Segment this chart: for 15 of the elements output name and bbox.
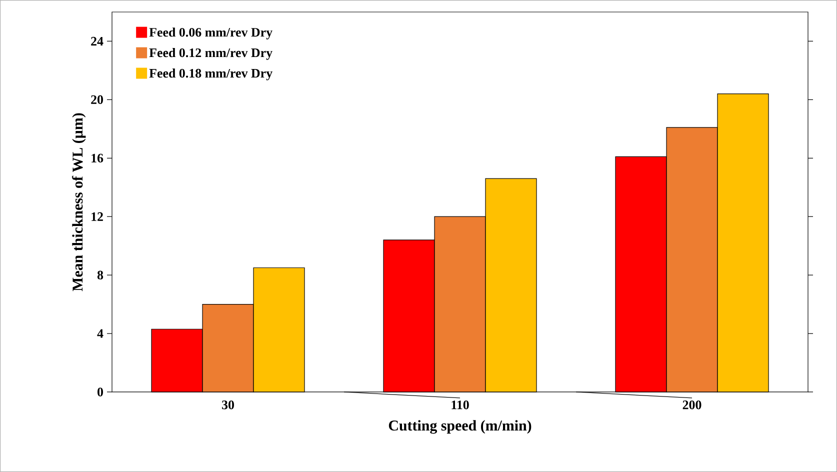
legend-label: Feed 0.18 mm/rev Dry [149,68,272,80]
legend-label: Feed 0.12 mm/rev Dry [149,48,272,60]
y-axis-title: Mean thickness of WL (µm) [72,113,86,292]
y-tick-label: 24 [91,36,104,46]
y-tick-label: 4 [97,329,104,338]
y-tick-label: 20 [91,95,103,104]
legend-label: Feed 0.06 mm/rev Dry [149,28,272,40]
x-tick-label: 110 [452,400,469,410]
x-tick-label: 200 [682,400,702,410]
y-tick-label: 12 [92,212,103,221]
y-tick-label: 0 [98,388,103,396]
y-tick-label: 8 [97,270,104,280]
y-tick-label: 16 [92,154,104,162]
x-tick-label: 30 [222,400,234,410]
x-axis-title: Cutting speed (m/min) [388,420,532,434]
